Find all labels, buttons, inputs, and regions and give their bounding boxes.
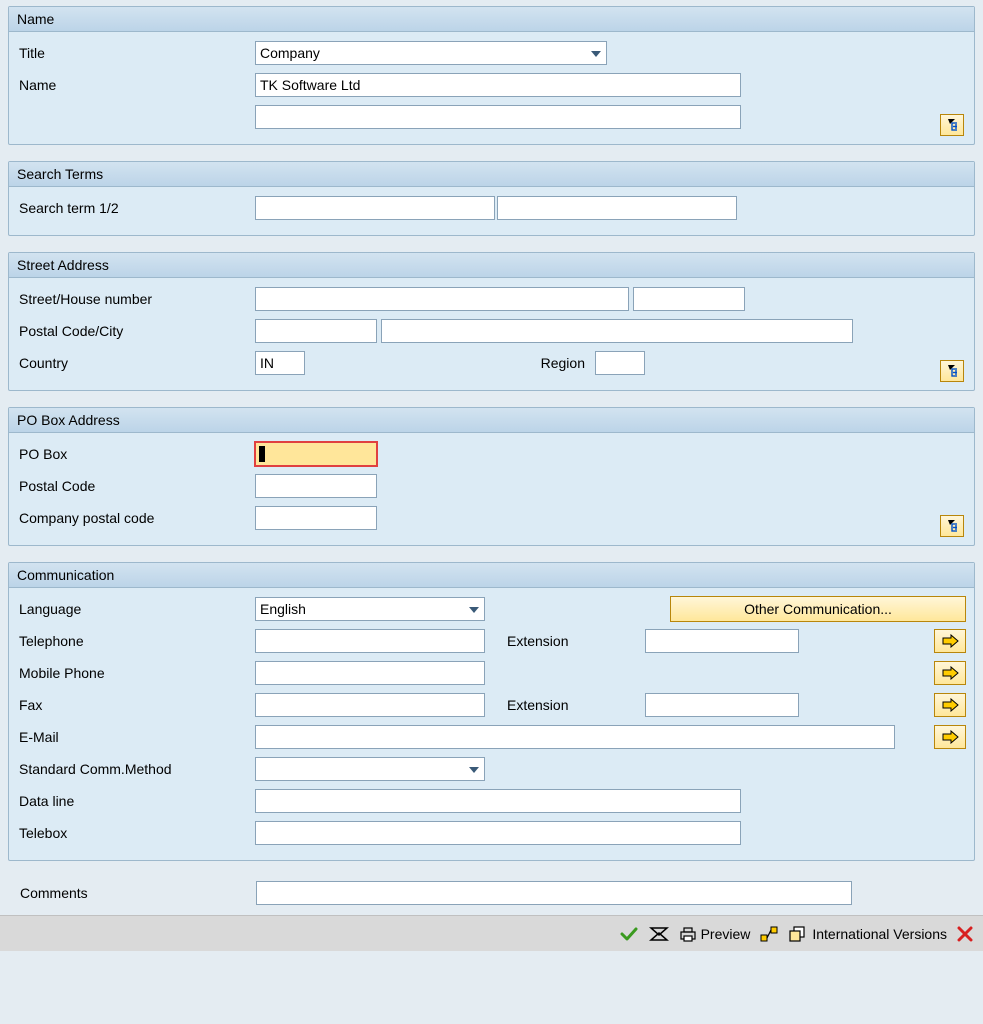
other-communication-button[interactable]: Other Communication... [670,596,966,622]
name-label: Name [17,77,255,93]
cancel-button[interactable] [957,926,973,942]
street-address-header: Street Address [9,253,974,278]
country-label: Country [17,355,255,371]
company-postal-label: Company postal code [17,510,255,526]
arrow-right-icon [941,666,959,680]
fax-input[interactable] [255,693,485,717]
pobox-postal-label: Postal Code [17,478,255,494]
deselect-button[interactable] [649,926,669,942]
comments-label: Comments [18,885,256,901]
preview-button[interactable]: Preview [679,926,751,942]
region-input[interactable] [595,351,645,375]
arrow-right-icon [941,634,959,648]
mobile-more-button[interactable] [934,661,966,685]
versions-icon [788,926,808,942]
city-input[interactable] [381,319,853,343]
mobile-input[interactable] [255,661,485,685]
print-icon [679,926,697,942]
arrow-right-icon [941,730,959,744]
assign-button[interactable] [760,926,778,942]
close-icon [957,926,973,942]
search-term1-input[interactable] [255,196,495,220]
email-input[interactable] [255,725,895,749]
communication-group: Communication Language Other Communicati… [8,562,975,861]
text-cursor [259,446,265,462]
international-versions-button[interactable]: International Versions [788,926,947,942]
fax-ext-label: Extension [485,697,645,713]
deselect-icon [649,926,669,942]
mobile-label: Mobile Phone [17,665,255,681]
email-label: E-Mail [17,729,255,745]
street-address-group: Street Address Street/House number Posta… [8,252,975,391]
check-icon [619,926,639,942]
arrow-right-icon [941,698,959,712]
pobox-header: PO Box Address [9,408,974,433]
language-label: Language [17,601,255,617]
street-label: Street/House number [17,291,255,307]
region-label: Region [305,355,595,371]
name2-input[interactable] [255,105,741,129]
expand-icon [947,364,957,378]
dataline-label: Data line [17,793,255,809]
pobox-input[interactable] [255,442,377,466]
search-term2-input[interactable] [497,196,737,220]
house-number-input[interactable] [633,287,745,311]
title-label: Title [17,45,255,61]
search-term-label: Search term 1/2 [17,200,255,216]
assign-icon [760,926,778,942]
telephone-label: Telephone [17,633,255,649]
telephone-input[interactable] [255,629,485,653]
language-select[interactable] [255,597,485,621]
street-expand-button[interactable] [940,360,964,382]
comments-row: Comments [8,877,975,915]
name-expand-button[interactable] [940,114,964,136]
search-terms-group: Search Terms Search term 1/2 [8,161,975,236]
street-input[interactable] [255,287,629,311]
expand-icon [947,519,957,533]
std-method-select[interactable] [255,757,485,781]
telephone-ext-label: Extension [485,633,645,649]
company-postal-input[interactable] [255,506,377,530]
postal-city-label: Postal Code/City [17,323,255,339]
email-more-button[interactable] [934,725,966,749]
telephone-more-button[interactable] [934,629,966,653]
expand-icon [947,118,957,132]
postal-code-input[interactable] [255,319,377,343]
telebox-input[interactable] [255,821,741,845]
fax-more-button[interactable] [934,693,966,717]
comments-input[interactable] [256,881,852,905]
international-versions-label: International Versions [812,926,947,942]
name-input[interactable] [255,73,741,97]
pobox-label: PO Box [17,446,255,462]
telephone-ext-input[interactable] [645,629,799,653]
country-input[interactable] [255,351,305,375]
title-select[interactable] [255,41,607,65]
accept-button[interactable] [619,926,639,942]
footer-toolbar: Preview International Versions [0,915,983,951]
telebox-label: Telebox [17,825,255,841]
preview-label: Preview [701,926,751,942]
name-group: Name Title Name [8,6,975,145]
name-group-header: Name [9,7,974,32]
pobox-group: PO Box Address PO Box Postal Code Compan… [8,407,975,546]
search-terms-header: Search Terms [9,162,974,187]
fax-label: Fax [17,697,255,713]
pobox-expand-button[interactable] [940,515,964,537]
pobox-postal-input[interactable] [255,474,377,498]
communication-header: Communication [9,563,974,588]
std-method-label: Standard Comm.Method [17,761,255,777]
dataline-input[interactable] [255,789,741,813]
fax-ext-input[interactable] [645,693,799,717]
